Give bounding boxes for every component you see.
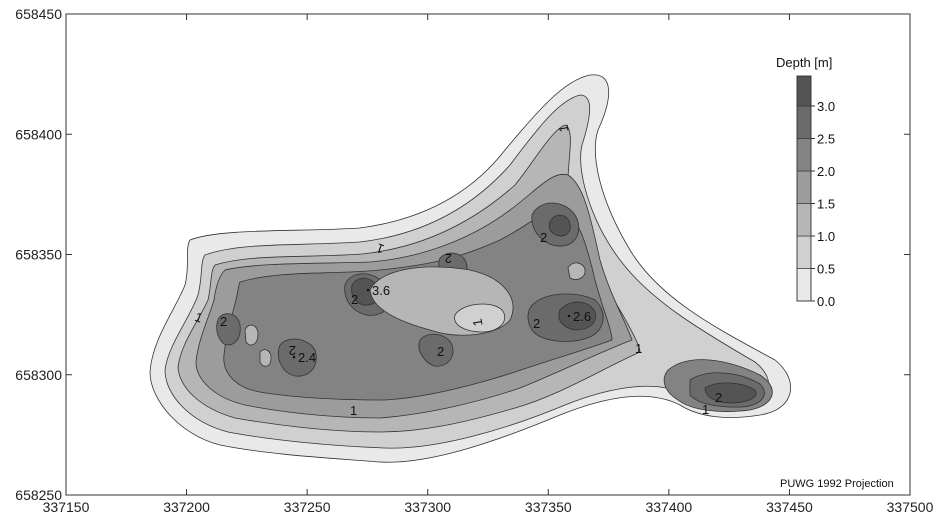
contour-label: 1: [556, 124, 572, 134]
legend-swatch: [796, 170, 812, 204]
zone-shallow-west-2: [259, 349, 272, 367]
legend-tick-label: 3.0: [817, 99, 835, 114]
legend-swatch: [796, 75, 812, 107]
x-axis-ticks: 337150 337200 337250 337300 337350 337400 3374…: [43, 14, 934, 515]
contour-labels: 1 1 1 1 1 1 1 2 2 2 2 2 2 2 2: [193, 124, 722, 418]
legend-swatch: [796, 235, 812, 269]
legend-labels: 0.0 0.5 1.0 1.5 2.0 2.5 3.0: [811, 99, 835, 309]
legend-tick-label: 2.0: [817, 164, 835, 179]
legend-tick-label: 0.5: [817, 262, 835, 277]
x-tick-label: 337300: [404, 499, 451, 515]
projection-note: PUWG 1992 Projection: [780, 478, 894, 490]
contour-label: 1: [470, 318, 486, 328]
contour-label: 1: [374, 240, 386, 257]
contour-label: 2: [351, 292, 358, 307]
spot-depth-marker: [292, 355, 296, 359]
zone-shallow-inner: [454, 303, 506, 333]
x-tick-label: 337350: [525, 499, 572, 515]
legend-swatch: [796, 105, 812, 139]
y-axis-ticks: 658250 658300 658350 658400 658450: [15, 6, 910, 503]
contour-label: 1: [350, 403, 357, 418]
zone-shallow-west: [244, 324, 259, 346]
zone-3.0-east: [704, 382, 757, 404]
y-tick-label: 658450: [15, 6, 62, 22]
contour-label: 2: [533, 316, 540, 331]
zone-2.5-south: [418, 333, 454, 367]
contour-label: 1: [635, 341, 642, 356]
x-tick-label: 337150: [43, 499, 90, 515]
legend-swatches: [796, 75, 812, 302]
legend-frame: [796, 75, 812, 302]
x-tick-label: 337250: [284, 499, 331, 515]
y-tick-label: 658400: [15, 126, 62, 142]
depth-zones: [149, 74, 791, 463]
contour-label: 2: [715, 390, 722, 405]
contour-label: 2: [437, 344, 444, 359]
y-tick-label: 658250: [15, 487, 62, 503]
contour-label: 1: [193, 309, 205, 326]
legend-swatch: [796, 268, 812, 302]
spot-depth-marker: [366, 288, 370, 292]
contour-label: 2: [289, 343, 296, 358]
spot-depths: 3.6 2.6 2.4: [292, 283, 591, 365]
legend-tick-label: 1.0: [817, 229, 835, 244]
contour-label: 2: [445, 251, 452, 266]
zone-2.5-west: [216, 313, 241, 346]
x-tick-label: 337400: [645, 499, 692, 515]
spot-depth-label: 3.6: [372, 283, 390, 298]
x-tick-label: 337200: [163, 499, 210, 515]
depth-legend: Depth [m] 0.0 0.5 1.0 1.5 2.0 2.5 3.0: [776, 55, 835, 309]
legend-tick-label: 0.0: [817, 294, 835, 309]
legend-title: Depth [m]: [776, 55, 832, 70]
y-tick-label: 658350: [15, 247, 62, 263]
spot-depth-marker: [567, 314, 571, 318]
legend-swatch: [796, 203, 812, 237]
zone-shallow-northeast: [567, 262, 586, 280]
zone-2.5-southwest: [278, 338, 317, 377]
legend-tick-label: 1.5: [817, 197, 835, 212]
contour-label: 2: [220, 314, 227, 329]
x-tick-label: 337450: [766, 499, 813, 515]
zone-3.0-east-mid: [558, 301, 596, 331]
y-tick-label: 658300: [15, 367, 62, 383]
spot-depth-label: 2.4: [298, 350, 316, 365]
legend-tick-label: 2.5: [817, 132, 835, 147]
legend-swatch: [796, 138, 812, 172]
x-tick-label: 337500: [887, 499, 934, 515]
zone-3.0-northeast: [548, 214, 571, 237]
spot-depth-label: 2.6: [573, 309, 591, 324]
contour-label: 1: [702, 402, 709, 417]
contour-label: 2: [540, 230, 547, 245]
